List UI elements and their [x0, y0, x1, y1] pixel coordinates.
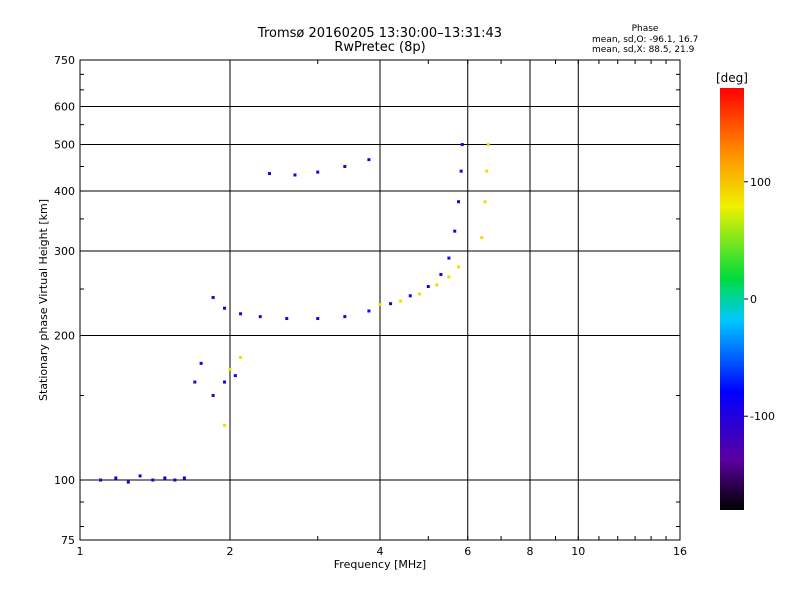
colorbar-tick-label: 0: [750, 293, 757, 306]
y-axis-label: Stationary phase Virtual Height [km]: [37, 199, 50, 401]
o-mode-point: [151, 478, 155, 482]
y-tick-label: 400: [54, 185, 75, 198]
o-mode-point: [426, 285, 430, 289]
chart-title: Tromsø 20160205 13:30:00–13:31:43: [257, 26, 503, 41]
x-mode-point: [239, 355, 243, 359]
colorbar-unit-label: [deg]: [716, 71, 748, 85]
y-tick-label: 100: [54, 474, 75, 487]
o-mode-point: [367, 158, 371, 162]
o-mode-point: [389, 302, 393, 306]
o-mode-point: [193, 380, 197, 384]
o-mode-point: [408, 294, 412, 298]
x-tick-label: 2: [227, 545, 234, 558]
o-mode-point: [163, 476, 167, 480]
x-tick-label: 8: [527, 545, 534, 558]
o-mode-point: [293, 173, 297, 177]
y-tick-label: 75: [61, 534, 75, 547]
phase-o-stats: mean, sd,O: -96.1, 16.7: [592, 35, 699, 45]
phase-colorbar: [deg] 100 0 -100: [716, 71, 775, 510]
o-mode-point: [439, 273, 443, 277]
o-mode-point: [126, 480, 130, 484]
x-mode-point: [485, 169, 489, 173]
x-tick-label: 4: [377, 545, 384, 558]
x-tick-label: 16: [673, 545, 687, 558]
x-mode-point: [435, 283, 439, 287]
x-mode-point: [480, 236, 484, 240]
x-mode-point: [399, 299, 403, 303]
x-mode-point: [228, 367, 232, 371]
x-tick-label: 6: [464, 545, 471, 558]
o-mode-point: [258, 315, 262, 319]
o-mode-point: [173, 478, 177, 482]
x-mode-point: [483, 200, 487, 204]
x-mode-point: [417, 292, 421, 296]
o-mode-point: [233, 374, 237, 378]
o-mode-point: [460, 143, 464, 147]
o-mode-point: [459, 169, 463, 173]
y-tick-label: 500: [54, 139, 75, 152]
o-mode-point: [223, 380, 227, 384]
x-axis-label: Frequency [MHz]: [334, 558, 426, 571]
y-tick-label: 300: [54, 245, 75, 258]
x-mode-point: [486, 143, 490, 147]
o-mode-point: [211, 394, 215, 398]
x-tick-label: 10: [571, 545, 585, 558]
o-mode-point: [182, 476, 186, 480]
x-mode-point: [447, 275, 451, 279]
o-mode-point: [457, 200, 461, 204]
o-mode-point: [138, 474, 142, 478]
colorbar-gradient: [720, 88, 744, 510]
phase-x-stats: mean, sd,X: 88.5, 21.9: [592, 45, 695, 55]
o-mode-point: [211, 296, 215, 300]
x-mode-point: [457, 265, 461, 269]
o-mode-point: [285, 317, 289, 321]
o-mode-point: [316, 170, 320, 174]
o-mode-point: [223, 306, 227, 310]
o-mode-point: [267, 172, 271, 176]
o-mode-point: [367, 309, 371, 313]
x-tick-label: 1: [77, 545, 84, 558]
x-mode-point: [223, 423, 227, 427]
o-mode-point: [316, 317, 320, 321]
o-mode-point: [239, 312, 243, 316]
o-mode-point: [447, 256, 451, 260]
y-tick-label: 200: [54, 330, 75, 343]
colorbar-tick-label: 100: [750, 176, 771, 189]
chart-subtitle: RwPretec (8p): [334, 40, 426, 55]
x-mode-point: [378, 303, 382, 307]
phase-heading: Phase: [631, 24, 659, 34]
y-tick-label: 750: [54, 54, 75, 67]
o-mode-point: [99, 478, 103, 482]
o-mode-point: [114, 476, 118, 480]
o-mode-point: [343, 164, 347, 168]
y-tick-label: 600: [54, 101, 75, 114]
o-mode-point: [453, 229, 457, 233]
o-mode-point: [199, 361, 203, 365]
o-mode-point: [343, 315, 347, 319]
colorbar-tick-label: -100: [750, 410, 775, 423]
